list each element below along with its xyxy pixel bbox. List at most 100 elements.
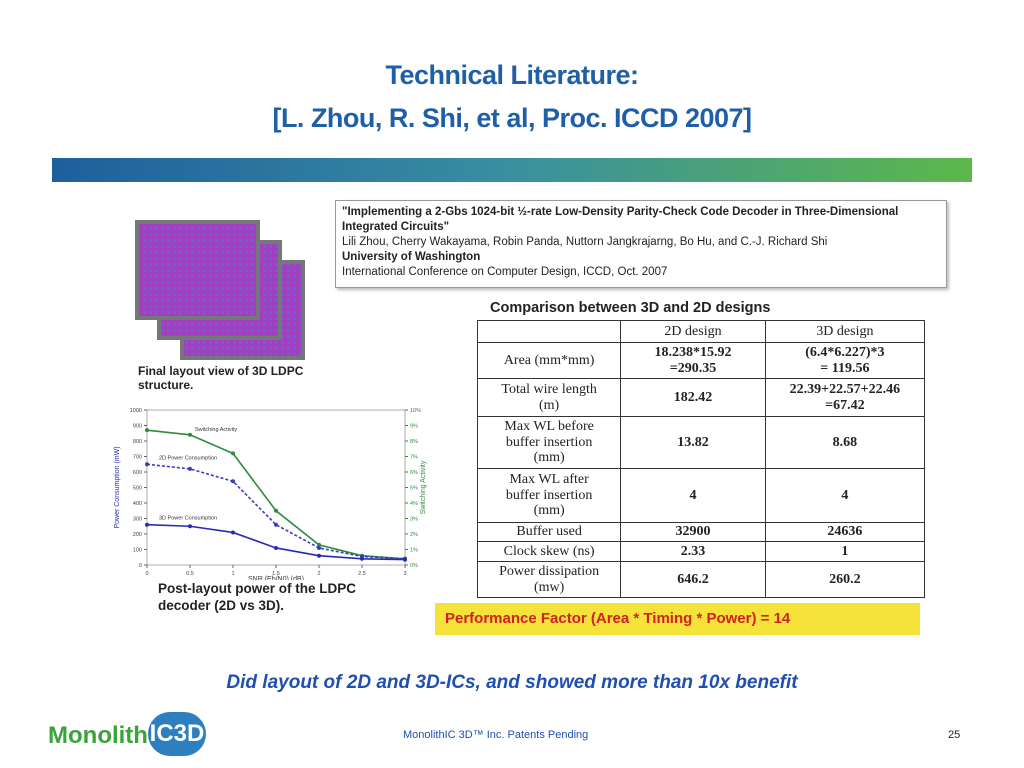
page-number: 25 <box>948 729 961 741</box>
table-cell: 2D design <box>620 320 766 343</box>
x-tick-label: 2 <box>317 571 320 577</box>
table-cell: 32900 <box>620 522 766 542</box>
y2-tick-label: 4% <box>410 501 418 507</box>
comparison-table: 2D design 3D design Area (mm*mm) 18.238*15.… <box>476 320 926 598</box>
y-tick-label: 900 <box>133 424 142 430</box>
series-point <box>188 432 192 437</box>
table-cell: Clock skew (ns) <box>476 541 622 562</box>
y-tick-label: 200 <box>133 532 142 538</box>
series-point <box>403 557 407 562</box>
y2-tick-label: 2% <box>410 532 418 538</box>
y2-tick-label: 0% <box>410 563 418 569</box>
table-cell: 260.2 <box>764 561 926 598</box>
header-bar <box>52 158 972 182</box>
series-point <box>274 508 278 513</box>
table-cell <box>476 320 622 343</box>
paper-affiliation: University of Washington <box>342 251 481 263</box>
table-row: Power dissipation (mw) 646.2 260.2 <box>476 561 926 598</box>
table-cell: 13.82 <box>620 416 766 469</box>
series-point <box>317 553 321 558</box>
y2-tick-label: 10% <box>410 408 421 414</box>
layout-caption: Final layout view of 3D LDPC structure. <box>138 364 304 392</box>
table-cell: 24636 <box>764 522 926 542</box>
series-line <box>146 429 406 560</box>
table-cell: 4 <box>764 468 926 523</box>
table-cell: 22.39+22.57+22.46 =67.42 <box>764 378 926 417</box>
table-cell: (6.4*6.227)*3 = 119.56 <box>764 342 926 379</box>
x-tick-label: 1.5 <box>272 571 280 577</box>
table-row: Area (mm*mm) 18.238*15.92 =290.35 (6.4*6.2… <box>476 342 926 379</box>
paper-reference: "Implementing a 2-Gbs 1024-bit ½-rate Lo… <box>335 200 947 288</box>
layout-image <box>135 220 305 360</box>
title-line: Technical Literature: <box>385 60 639 90</box>
logo-badge: IC3D <box>148 712 206 756</box>
table-cell: Max WL before buffer insertion (mm) <box>476 416 622 469</box>
y2-tick-label: 1% <box>410 548 418 554</box>
x-tick-label: 1 <box>231 571 234 577</box>
series-point <box>231 479 235 484</box>
logo: Monolith IC3D <box>48 712 213 760</box>
x-tick-label: 0 <box>145 571 148 577</box>
series-point <box>317 542 321 547</box>
series-label: 3D Power Consumption <box>159 516 217 522</box>
x-axis-label: SNR (Eb/N0) (dB) <box>248 576 304 580</box>
table-cell: 18.238*15.92 =290.35 <box>620 342 766 379</box>
y2-tick-label: 5% <box>410 486 418 492</box>
paper-authors: Lili Zhou, Cherry Wakayama, Robin Panda,… <box>342 236 828 248</box>
y-tick-label: 100 <box>133 548 142 554</box>
paper-title: "Implementing a 2-Gbs 1024-bit ½-rate Lo… <box>342 206 899 233</box>
table-cell: Max WL after buffer insertion (mm) <box>476 468 622 523</box>
table-cell: 2.33 <box>620 541 766 562</box>
series-point <box>360 556 364 561</box>
table-cell: 8.68 <box>764 416 926 469</box>
table-cell: Total wire length (m) <box>476 378 622 417</box>
y-tick-label: 500 <box>133 486 142 492</box>
series-point <box>145 522 149 527</box>
y-tick-label: 800 <box>133 439 142 445</box>
series-line <box>146 523 406 561</box>
series-point <box>145 428 149 433</box>
y-tick-label: 300 <box>133 517 142 523</box>
y-tick-label: 400 <box>133 501 142 507</box>
series-point <box>274 522 278 527</box>
table-cell: 3D design <box>764 320 926 343</box>
table-title: Comparison between 3D and 2D designs <box>490 300 771 316</box>
series-label: Switching Activity <box>195 427 237 433</box>
y-axis-label: Power Consumption (mW) <box>114 446 121 528</box>
y2-tick-label: 9% <box>410 424 418 430</box>
series-point <box>145 462 149 467</box>
table-cell: 646.2 <box>620 561 766 598</box>
table-row: Max WL before buffer insertion (mm) 13.82… <box>476 416 926 469</box>
conclusion: Did layout of 2D and 3D-ICs, and showed … <box>226 672 798 693</box>
table-cell: Power dissipation (mw) <box>476 561 622 598</box>
table-row: 2D design 3D design <box>476 320 926 343</box>
x-tick-label: 0.5 <box>186 571 194 577</box>
table-cell: 4 <box>620 468 766 523</box>
y-tick-label: 0 <box>139 563 142 569</box>
chart: 0 100 200 300 400 500 600 700 800 900 1000 0% 1% 2% 3%… <box>114 408 427 580</box>
table-cell: 1 <box>764 541 926 562</box>
series-point <box>274 545 278 550</box>
y2-tick-label: 3% <box>410 517 418 523</box>
series-label: 2D Power Consumption <box>159 455 217 461</box>
plot-area <box>146 409 406 566</box>
paper-venue: International Conference on Computer Des… <box>342 266 668 278</box>
y-tick-label: 700 <box>133 455 142 461</box>
table-cell: Area (mm*mm) <box>476 342 622 379</box>
y2-tick-label: 7% <box>410 455 418 461</box>
table-row: Clock skew (ns) 2.33 1 <box>476 541 926 562</box>
y-tick-label: 600 <box>133 470 142 476</box>
table-row: Buffer used 32900 24636 <box>476 522 926 542</box>
y-tick-label: 1000 <box>130 408 142 414</box>
y2-axis-label: Switching Activity <box>420 460 427 514</box>
y2-tick-label: 8% <box>410 439 418 445</box>
series-point <box>231 451 235 456</box>
table-row: Max WL after buffer insertion (mm) 4 4 <box>476 468 926 523</box>
logo-text: Monolith <box>48 722 148 749</box>
title-line: [L. Zhou, R. Shi, et al, Proc. ICCD 2007… <box>272 103 752 133</box>
table-cell: 182.42 <box>620 378 766 417</box>
performance-factor: Performance Factor (Area * Timing * Powe… <box>435 603 920 635</box>
footer: MonolithIC 3D™ Inc. Patents Pending <box>403 729 589 741</box>
series-point <box>188 466 192 471</box>
table-row: Total wire length (m) 182.42 22.39+22.57+2… <box>476 378 926 417</box>
